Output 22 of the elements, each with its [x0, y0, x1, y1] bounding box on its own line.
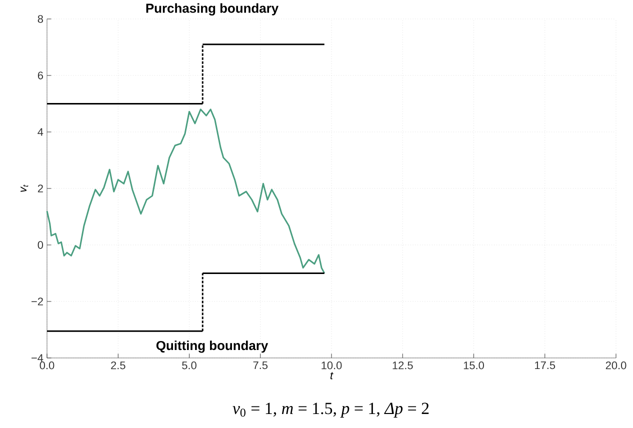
text: v$_{0}$ = 1, m = 1.5, p = 1, Δp = 2	[232, 402, 429, 418]
y-tick-label: 0	[38, 241, 44, 249]
y-tick-label: 2	[38, 184, 43, 192]
x-tick-label: 17.5	[535, 362, 556, 370]
y-tick-label: 6	[38, 72, 43, 80]
y-tick-label: 8	[38, 15, 43, 23]
annotation: Quitting boundary	[156, 340, 268, 353]
text: Purchasing boundary	[146, 3, 279, 16]
x-tick-label: 2.5	[111, 362, 126, 370]
x-tick-label: 12.5	[392, 362, 413, 370]
y-tick-label: −2	[32, 298, 43, 306]
x-tick-label: 5.0	[182, 362, 196, 370]
x-tick-label: 20.0	[606, 362, 626, 370]
x-tick-label: 7.5	[253, 362, 268, 370]
x-tick-label: 15.0	[464, 362, 484, 370]
x-axis-title: t	[330, 372, 334, 380]
x-tick-label: 10.0	[322, 362, 342, 370]
y-tick-label: −4	[32, 354, 44, 362]
line-series	[46, 108, 326, 274]
x-tick-label: 0.0	[40, 362, 54, 370]
y-axis-title: v$_{t}$	[20, 184, 28, 192]
y-tick-label: 4	[38, 128, 44, 136]
